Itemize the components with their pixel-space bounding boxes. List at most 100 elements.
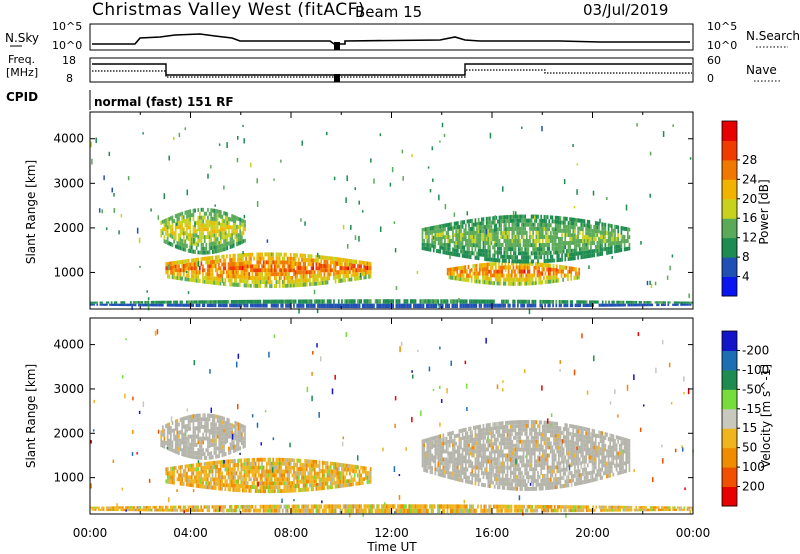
scatter-cell [489, 463, 491, 468]
scatter-cell [237, 446, 240, 451]
scatter-cell [203, 421, 206, 425]
scatter-cell [496, 269, 499, 274]
scatter-cell [299, 274, 302, 279]
scatter-cell [242, 488, 244, 493]
scatter-cell [471, 473, 474, 477]
scatter-cell [586, 250, 589, 255]
scatter-cell [253, 256, 255, 261]
scatter-cell [509, 281, 512, 286]
scatter-cell [309, 282, 311, 287]
scatter-cell [445, 461, 448, 466]
scatter-cell [248, 488, 251, 493]
scatter-cell [210, 256, 212, 261]
scatter-cell [355, 481, 358, 486]
scatter-cell [423, 227, 425, 232]
scatter-cell [235, 487, 238, 492]
scatter-cell [150, 303, 153, 307]
scatter-cell [236, 241, 238, 247]
scatter-cell [328, 272, 330, 277]
scatter-cell [211, 233, 214, 238]
scatter-cell [484, 237, 486, 242]
scatter-cell [251, 485, 254, 489]
scatter-cell [115, 303, 118, 306]
scatter-cell [556, 242, 559, 247]
scatter-cell [342, 303, 345, 309]
scatter-cell [168, 265, 171, 271]
scatter-cell [437, 236, 440, 242]
scatter-cell [341, 266, 343, 271]
scatter-cell [331, 256, 334, 261]
scatter-cell [205, 455, 208, 460]
scatter-cell [345, 266, 348, 271]
scatter-cell [245, 268, 247, 273]
scatter-cell [186, 218, 188, 223]
scatter-cell [567, 245, 570, 249]
scatter-cell [189, 221, 192, 226]
scatter-cell [202, 432, 204, 437]
scatter-cell [194, 241, 196, 246]
scatter-speck [359, 272, 362, 278]
scatter-cell [487, 459, 490, 464]
scatter-cell [484, 435, 486, 440]
scatter-cell [214, 300, 217, 304]
scatter-cell [485, 241, 488, 246]
scatter-cell [286, 488, 289, 493]
scatter-cell [194, 225, 196, 230]
scatter-cell [333, 473, 335, 478]
scatter-cell [567, 225, 570, 230]
scatter-cell [345, 463, 348, 468]
scatter-cell [363, 299, 366, 304]
scatter-cell [485, 232, 488, 238]
scatter-cell [118, 303, 121, 307]
scatter-cell [533, 269, 536, 274]
scatter-cell [200, 300, 203, 304]
scatter-cell [301, 299, 303, 304]
scatter-cell [490, 224, 493, 229]
scatter-cell [456, 461, 459, 466]
scatter-cell [657, 303, 660, 307]
scatter-cell [498, 219, 501, 224]
scatter-cell [158, 300, 161, 304]
scatter-cell [339, 257, 342, 262]
scatter-cell [277, 264, 279, 269]
scatter-cell [228, 426, 230, 431]
scatter-cell [312, 282, 315, 286]
scatter-cell [567, 273, 569, 278]
scatter-cell [585, 235, 587, 240]
scatter-cell [126, 303, 129, 307]
scatter-cell [509, 218, 512, 223]
scatter-cell [173, 235, 175, 240]
scatter-cell [598, 248, 600, 253]
scatter-cell [369, 266, 372, 271]
scatter-cell [224, 463, 227, 468]
scatter-cell [230, 459, 233, 464]
scatter-cell [341, 299, 343, 304]
scatter-cell [622, 300, 625, 304]
scatter-cell [562, 224, 565, 229]
scatter-cell [243, 473, 246, 478]
scatter-cell [219, 214, 222, 219]
scatter-cell [202, 275, 204, 280]
scatter-cell [218, 244, 221, 249]
scatter-cell [421, 447, 424, 452]
scatter-cell [328, 303, 331, 308]
scatter-cell [186, 444, 188, 450]
scatter-cell [489, 303, 492, 308]
scatter-cell [428, 226, 430, 231]
scatter-cell [307, 258, 310, 263]
scatter-cell [600, 303, 602, 307]
scatter-cell [366, 270, 369, 275]
scatter-cell [253, 264, 255, 269]
scatter-cell [452, 234, 454, 240]
scatter-cell [360, 260, 362, 265]
scatter-cell [442, 223, 445, 228]
scatter-cell [192, 454, 195, 459]
scatter-cell [285, 465, 287, 470]
scatter-cell [514, 239, 517, 244]
scatter-cell [428, 230, 430, 235]
scatter-cell [468, 426, 470, 431]
scatter-cell [465, 303, 468, 308]
scatter-cell [507, 303, 510, 308]
scatter-cell [462, 269, 465, 274]
scatter-cell [200, 436, 203, 441]
